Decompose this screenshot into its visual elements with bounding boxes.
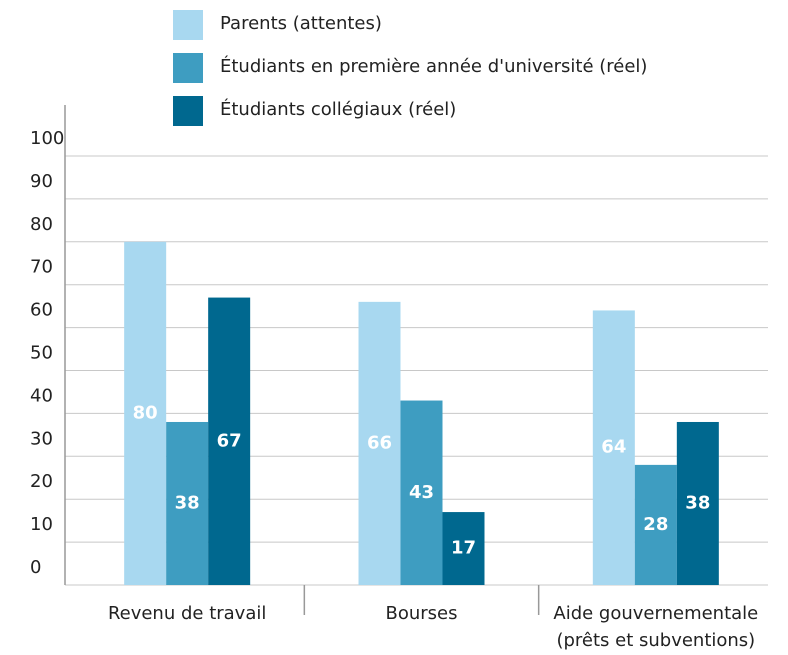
y-tick-label: 70 [30, 257, 53, 278]
legend-swatch [173, 10, 203, 40]
bar [358, 301, 401, 585]
legend-label: Étudiants collégiaux (réel) [220, 98, 456, 120]
bar [400, 400, 443, 585]
legend-swatch [173, 96, 203, 126]
value-label: 28 [643, 514, 668, 535]
value-label: 17 [451, 538, 476, 559]
x-tick-label: Aide gouvernementale (prêts et subventio… [553, 603, 759, 651]
legend-swatch [173, 53, 203, 83]
bar [208, 297, 251, 585]
bar [676, 421, 719, 585]
value-label: 67 [217, 430, 242, 451]
y-tick-label: 100 [30, 128, 64, 149]
y-tick-label: 30 [30, 428, 53, 449]
y-tick-label: 50 [30, 343, 53, 364]
y-tick-label: 40 [30, 385, 53, 406]
y-tick-label: 10 [30, 514, 53, 535]
value-label: 38 [685, 492, 710, 513]
y-tick-label: 80 [30, 214, 53, 235]
legend-label: Parents (attentes) [220, 13, 382, 34]
y-tick-label: 60 [30, 300, 53, 321]
y-tick-label: 20 [30, 471, 53, 492]
y-tick-label: 90 [30, 171, 53, 192]
value-label: 80 [133, 402, 158, 423]
value-label: 38 [175, 492, 200, 513]
x-tick-label: Revenu de travail [107, 603, 267, 624]
bar [166, 421, 209, 585]
bar [592, 310, 635, 585]
x-tick-label: Bourses [385, 603, 458, 624]
y-tick-label: 0 [30, 557, 41, 578]
bar [634, 464, 677, 585]
bar [442, 512, 485, 585]
value-label: 64 [601, 437, 626, 458]
value-label: 43 [409, 482, 434, 503]
bar [124, 241, 167, 586]
value-label: 66 [367, 432, 392, 453]
legend-label: Étudiants en première année d'université… [220, 55, 647, 77]
